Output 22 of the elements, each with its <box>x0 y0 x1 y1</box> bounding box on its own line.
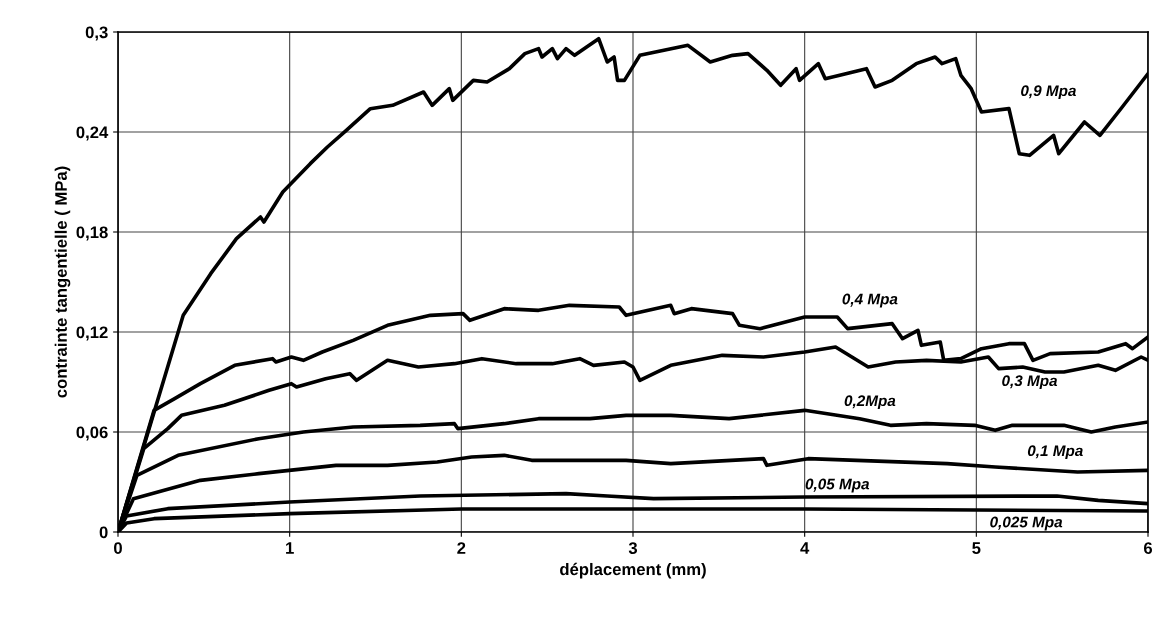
series-label: 0,025 Mpa <box>990 516 1063 531</box>
y-tick-label: 0,12 <box>76 326 108 341</box>
y-tick-label: 0,18 <box>76 226 108 241</box>
x-tick-label: 4 <box>800 542 810 554</box>
x-tick-label: 6 <box>1143 542 1153 554</box>
series-label: 0,3 Mpa <box>1002 375 1058 390</box>
y-axis-title: contrainte tangentielle ( MPa) <box>54 166 71 398</box>
series-label: 0,1 Mpa <box>1027 445 1083 460</box>
y-tick-label: 0,3 <box>85 26 108 41</box>
x-tick-label: 0 <box>114 542 122 554</box>
x-axis-title: déplacement (mm) <box>560 562 706 579</box>
y-tick-label: 0 <box>99 526 108 539</box>
series-label: 0,05 Mpa <box>805 478 870 493</box>
series-label: 0,4 Mpa <box>842 293 898 308</box>
y-tick-label: 0,24 <box>76 126 109 141</box>
x-tick-label: 2 <box>457 542 466 554</box>
series-label: 0,9 Mpa <box>1021 85 1077 100</box>
x-tick-label: 5 <box>972 542 981 554</box>
x-tick-label: 1 <box>286 542 294 554</box>
series-label: 0,2Mpa <box>844 395 896 410</box>
y-tick-label: 0,06 <box>76 426 108 441</box>
x-tick-label: 3 <box>628 542 638 554</box>
